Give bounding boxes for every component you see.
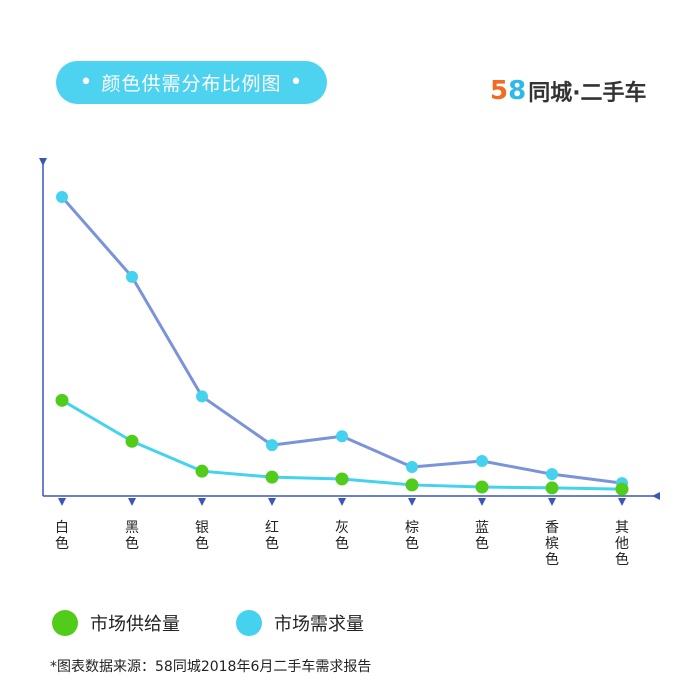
x-tick-label: 蓝色 [475,520,489,552]
x-tick-label: 灰色 [335,520,349,552]
chart-title: 颜色供需分布比例图 [101,73,282,95]
data-point [406,460,418,473]
x-tick-marker [478,498,486,506]
data-point [56,191,68,203]
x-tick-marker [338,498,346,506]
brand-name: 同城·二手车 [528,81,647,106]
x-tick-label: 红色 [265,520,279,552]
data-point [196,390,208,403]
x-tick-marker [58,498,66,506]
data-point [405,478,419,492]
x-tick-label: 银色 [195,520,209,552]
x-tick-label: 棕色 [405,520,419,552]
x-tick-marker [268,498,276,506]
data-point [546,468,558,481]
legend-supply-swatch [52,610,78,636]
x-tick-label: 白色 [55,520,69,552]
data-point [545,481,559,495]
legend-supply-label: 市场供给量 [90,614,180,635]
title-left-dot: • [79,69,94,95]
data-point [55,393,69,407]
data-point [195,464,209,478]
source-footnote: *图表数据来源：58同城2018年6月二手车需求报告 [50,659,372,675]
legend-demand-swatch [236,610,262,636]
x-tick-marker [408,498,416,506]
brand-digit-5: 5 [490,76,509,106]
x-tick-marker [128,498,136,506]
x-tick-label: 黑色 [125,520,139,552]
x-tick-label: 其他色 [615,520,629,568]
brand-58-mark: 5 8 [490,76,526,106]
legend-demand-label: 市场需求量 [274,614,364,635]
x-tick-label: 香槟色 [545,520,559,568]
brand-logo: 5 8 同城·二手车 [490,75,647,107]
data-point [265,470,279,484]
data-point [615,482,629,496]
x-tick-marker [198,498,206,506]
title-right-dot: • [289,69,304,95]
data-point [126,270,138,283]
data-point [266,439,278,452]
data-point [335,472,349,486]
legend-demand: 市场需求量 [236,610,364,636]
data-point [336,430,348,443]
x-tick-marker [618,498,626,506]
y-axis-arrow [39,158,47,166]
x-tick-marker [548,498,556,506]
brand-digit-8: 8 [508,76,527,106]
legend-supply: 市场供给量 [52,610,180,636]
data-point [475,480,489,494]
data-point [125,434,139,448]
data-point [476,455,488,468]
chart-title-pill: • 颜色供需分布比例图 • [56,61,327,104]
x-axis-arrow [652,492,660,500]
